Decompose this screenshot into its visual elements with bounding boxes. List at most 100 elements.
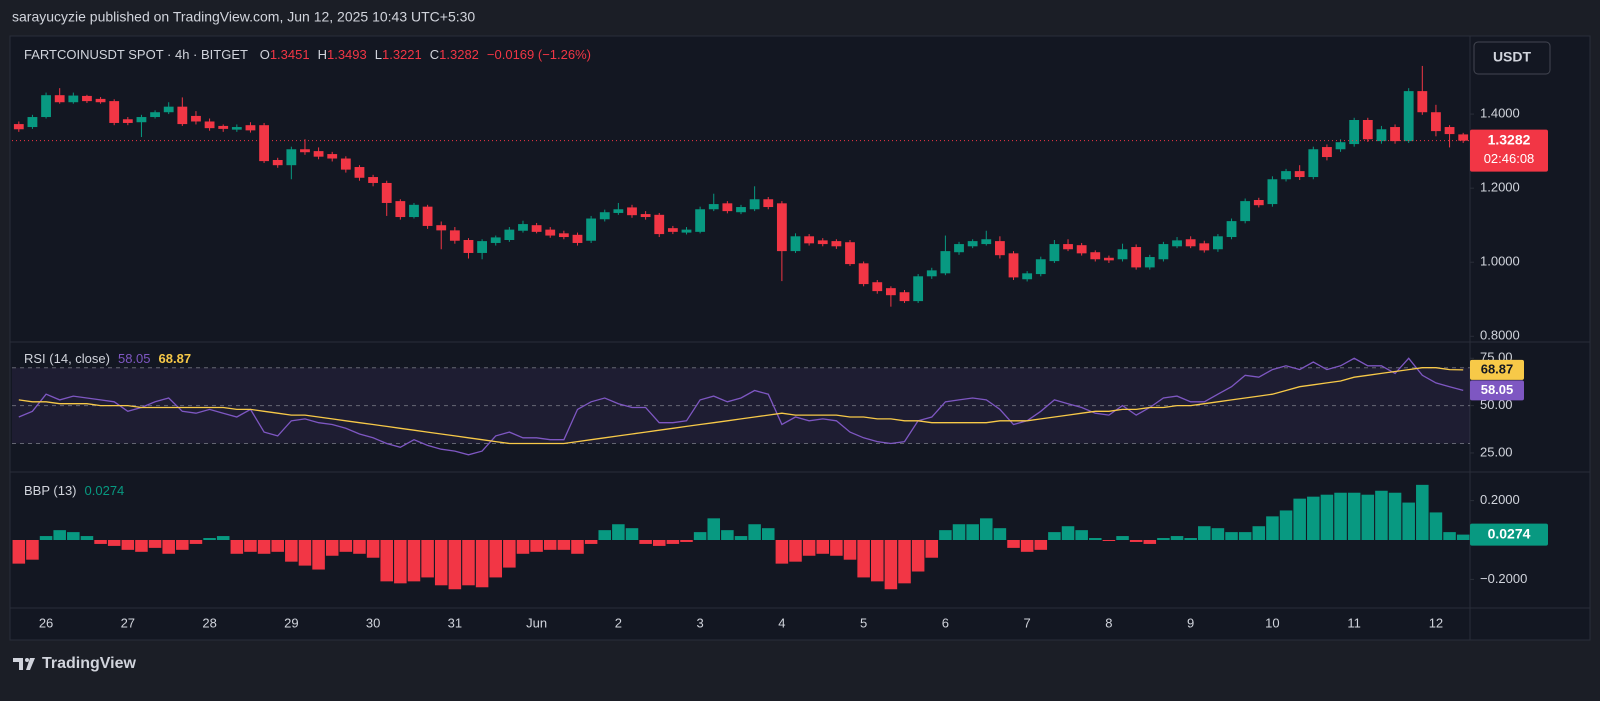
y-tick-label: 50.00: [1480, 397, 1513, 412]
bbp-bar: [980, 518, 993, 540]
candle-body: [136, 117, 147, 123]
y-tick-label: 0.2000: [1480, 492, 1520, 507]
candle-body: [490, 237, 501, 243]
candle-body: [368, 177, 378, 183]
x-tick-label: 6: [942, 615, 949, 630]
bbp-bar: [734, 536, 748, 540]
candle-body: [1349, 120, 1360, 145]
change-value: −0.0169 (−1.26%): [487, 47, 591, 62]
candle-body: [1035, 259, 1046, 275]
bbp-bar: [39, 536, 53, 540]
candle-body: [1376, 129, 1387, 142]
candle-body: [558, 233, 569, 238]
bbp-bar: [925, 540, 939, 558]
bbp-bar: [312, 540, 325, 570]
bbp-bar: [680, 540, 693, 542]
bbp-bar: [693, 532, 707, 540]
last-price-value: 1.3282: [1488, 131, 1531, 147]
bbp-bar: [625, 528, 639, 540]
candle-body: [1281, 171, 1291, 180]
candle-body: [218, 125, 229, 129]
candle-body: [41, 95, 51, 118]
bbp-bar: [1170, 536, 1184, 540]
candle-body: [191, 115, 201, 122]
bbp-bar: [1116, 536, 1129, 540]
candle-body: [54, 95, 65, 103]
candle-body: [1403, 91, 1414, 142]
candle-body: [449, 230, 460, 241]
bbp-bar: [107, 540, 121, 546]
x-tick-label: 31: [448, 615, 462, 630]
bbp-bar: [67, 532, 80, 540]
candle-body: [204, 121, 215, 129]
candle-body: [845, 242, 855, 265]
x-tick-label: 2: [615, 615, 622, 630]
candle-body: [954, 244, 964, 253]
y-tick-label: 1.2000: [1480, 180, 1520, 195]
candle-body: [1335, 142, 1346, 150]
candle-body: [177, 106, 188, 125]
candle-body: [1240, 201, 1251, 222]
bbp-bar: [1266, 516, 1279, 540]
candle-body: [1308, 149, 1319, 178]
ohlc-value: 1.3451: [270, 47, 310, 62]
bbp-bar: [598, 530, 612, 540]
bbp-bar: [203, 538, 216, 540]
legend-value: 58.05: [118, 351, 151, 366]
bbp-bar: [898, 540, 911, 584]
y-tick-label: 1.4000: [1480, 106, 1520, 121]
candle-body: [1158, 244, 1169, 260]
bbp-bar: [707, 518, 721, 540]
bbp-bar: [12, 540, 26, 564]
candle-body: [504, 229, 515, 240]
bbp-bar: [1089, 538, 1102, 540]
bbp-bar: [639, 540, 652, 544]
bbp-bar: [407, 540, 421, 582]
bbp-bar: [121, 540, 135, 550]
bbp-bar: [911, 540, 925, 572]
bbp-bar: [325, 540, 339, 556]
rsi-tag-value: 68.87: [1481, 361, 1514, 376]
candle-body: [885, 288, 896, 296]
currency-button[interactable]: [1473, 41, 1551, 75]
candle-body: [27, 117, 38, 128]
bbp-bar: [1157, 538, 1170, 540]
bbp-bar: [135, 540, 148, 552]
bbp-bar: [475, 540, 489, 588]
candle-body: [967, 241, 978, 247]
candle-body: [1104, 257, 1114, 261]
bbp-bar: [802, 540, 816, 556]
bbp-bar: [993, 528, 1007, 540]
x-tick-label: Jun: [526, 615, 547, 630]
candle-body: [817, 240, 828, 245]
bbp-bar: [1416, 484, 1429, 540]
rsi-line: [18, 357, 1464, 456]
candle-body: [872, 282, 883, 292]
candle-body: [681, 229, 692, 233]
y-tick-label: −0.2000: [1480, 571, 1527, 586]
bbp-bar: [1007, 540, 1020, 548]
bbp-legend: BBP (13) 0.0274: [24, 483, 124, 498]
bbp-bar: [1347, 492, 1361, 540]
candle-body: [1022, 273, 1033, 280]
candle-body: [722, 203, 733, 212]
bbp-bar: [421, 540, 434, 578]
rsi-legend: RSI (14, close) 58.05 68.87: [24, 351, 191, 366]
currency-label[interactable]: USDT: [1493, 49, 1532, 65]
legend-value: 0.0274: [85, 483, 125, 498]
bbp-bar: [244, 540, 257, 552]
bbp-bar: [884, 540, 898, 590]
price-legend: FARTCOINUSDT SPOT · 4h · BITGET O1.3451 H1…: [24, 47, 591, 62]
candle-body: [858, 263, 869, 285]
bbp-bar: [966, 524, 979, 540]
candle-body: [313, 151, 324, 157]
x-tick-label: 8: [1105, 615, 1112, 630]
candle-body: [245, 125, 256, 131]
bbp-bar: [298, 540, 312, 566]
candle-body: [627, 207, 637, 216]
bbp-bar: [789, 540, 802, 562]
bbp-bar: [434, 540, 448, 586]
candle-body: [518, 224, 528, 231]
candle-body: [1049, 244, 1060, 262]
candle-body: [1294, 171, 1305, 178]
